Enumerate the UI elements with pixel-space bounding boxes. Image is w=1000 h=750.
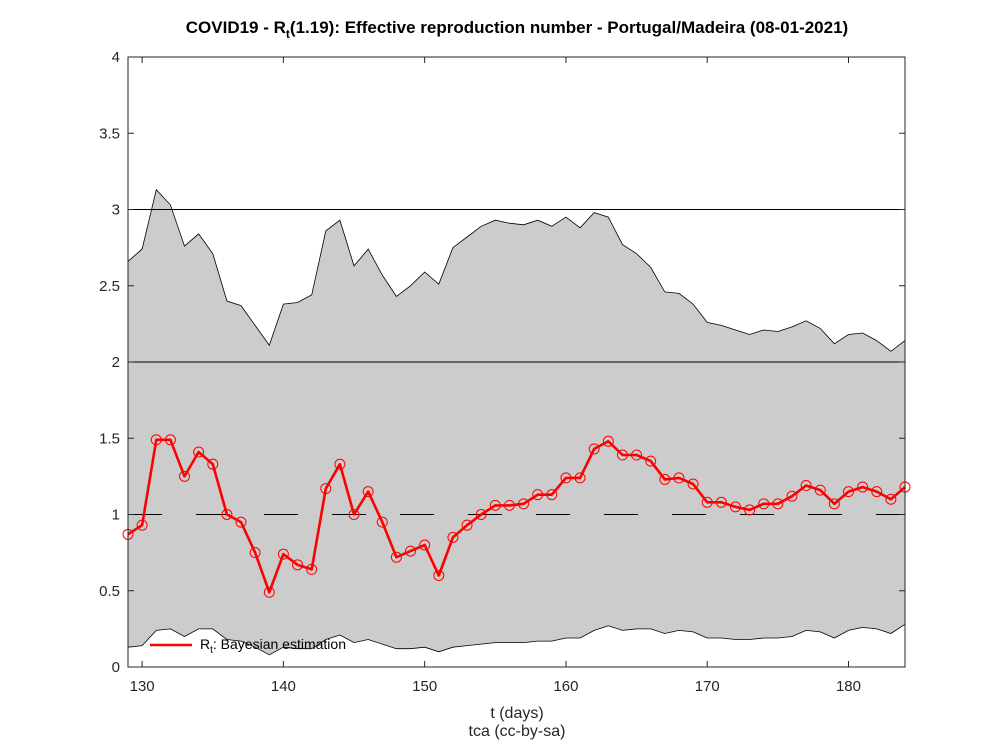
data-point	[362, 486, 374, 498]
legend-label: Rt: Bayesian estimation	[200, 636, 346, 656]
x-tick-labels: 130 140 150 160 170 180	[130, 678, 861, 695]
data-point	[292, 559, 304, 571]
data-point	[842, 486, 854, 498]
data-point	[588, 443, 600, 455]
y-tick-label: 3.5	[99, 125, 120, 142]
plot-area	[122, 188, 911, 656]
data-point	[729, 501, 741, 513]
y-tick-label: 3	[112, 202, 120, 219]
series-markers	[122, 434, 911, 598]
y-tick-label: 0.5	[99, 583, 120, 600]
data-point	[687, 478, 699, 490]
data-point	[701, 496, 713, 508]
data-point	[249, 547, 261, 559]
legend: Rt: Bayesian estimation	[150, 636, 346, 656]
chart-title-sub: t	[286, 27, 290, 41]
y-tick-label: 2	[112, 354, 120, 371]
x-tick-label: 160	[553, 678, 578, 695]
x-tick-label: 130	[130, 678, 155, 695]
data-point	[150, 434, 162, 446]
data-point	[207, 458, 219, 470]
data-point	[405, 545, 417, 557]
data-point	[277, 548, 289, 560]
reference-lines	[128, 209, 905, 515]
data-point	[503, 499, 515, 511]
data-point	[334, 458, 346, 470]
y-tick-label: 1	[112, 507, 120, 524]
data-point	[758, 498, 770, 510]
legend-label-sub: t	[210, 645, 213, 656]
data-point	[136, 519, 148, 531]
legend-label-suffix: : Bayesian estimation	[213, 636, 346, 652]
data-point	[645, 455, 657, 467]
data-point	[475, 509, 487, 520]
chart-title: COVID19 - Rt(1.19): Effective reproducti…	[186, 18, 848, 41]
legend-label-prefix: R	[200, 636, 210, 652]
x-tick-label: 150	[412, 678, 437, 695]
data-point	[871, 486, 883, 498]
data-point	[164, 434, 176, 446]
data-point	[673, 472, 685, 484]
data-point	[560, 472, 572, 484]
data-point	[348, 509, 360, 520]
credit-label: tca (cc-by-sa)	[469, 723, 566, 740]
data-point	[744, 504, 756, 516]
data-point	[433, 570, 445, 581]
data-point	[221, 509, 233, 520]
y-tick-label: 1.5	[99, 430, 120, 447]
data-point	[715, 496, 727, 508]
x-tick-label: 140	[271, 678, 296, 695]
data-point	[193, 446, 205, 458]
data-point	[376, 516, 388, 528]
credible-band-lower-edge	[127, 623, 906, 656]
data-point	[814, 484, 826, 496]
data-point	[885, 493, 897, 505]
data-point	[857, 481, 869, 493]
axis-ticks	[128, 56, 905, 668]
credible-band-upper-edge	[127, 188, 906, 352]
data-point	[320, 483, 332, 495]
credible-band	[128, 189, 905, 655]
y-tick-labels: 0 0.5 1 1.5 2 2.5 3 3.5 4	[99, 49, 120, 676]
data-point	[179, 470, 191, 482]
y-tick-label: 2.5	[99, 278, 120, 295]
data-point	[518, 498, 530, 510]
data-point	[800, 480, 812, 492]
series-line-rt	[127, 438, 906, 594]
data-point	[306, 563, 318, 575]
data-point	[419, 539, 431, 551]
data-point	[235, 516, 247, 528]
x-tick-label: 170	[695, 678, 720, 695]
data-point	[786, 490, 798, 502]
data-point	[461, 519, 473, 531]
x-axis-label: t (days)	[490, 705, 543, 722]
data-point	[772, 498, 784, 510]
data-point	[263, 586, 275, 598]
chart-title-suffix: (1.19): Effective reproduction number - …	[290, 18, 848, 37]
data-point	[659, 473, 671, 485]
y-tick-label: 0	[112, 659, 120, 676]
data-point	[602, 435, 614, 447]
data-point	[489, 499, 501, 511]
data-point	[447, 531, 459, 543]
x-tick-label: 180	[836, 678, 861, 695]
data-point	[828, 498, 840, 510]
data-point	[390, 551, 402, 563]
data-point	[546, 489, 558, 501]
chart-title-prefix: COVID19 - R	[186, 18, 286, 37]
y-tick-label: 4	[112, 49, 120, 66]
data-point	[616, 449, 628, 461]
data-point	[532, 489, 544, 501]
data-point	[574, 472, 586, 484]
data-point	[631, 449, 643, 461]
